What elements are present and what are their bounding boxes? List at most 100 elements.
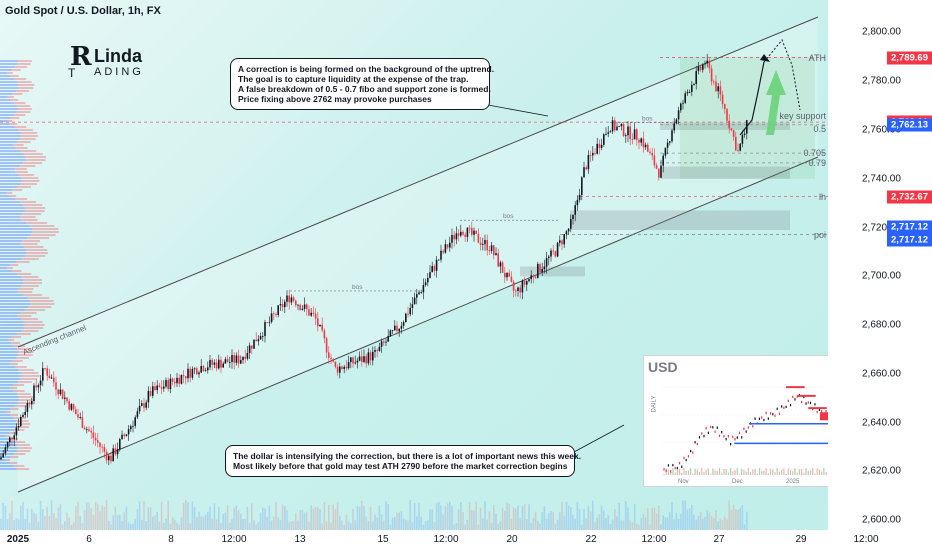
- inset-volume: [692, 473, 694, 475]
- candle-bull: [310, 312, 312, 316]
- volume-profile-bar-up: [0, 420, 16, 422]
- inset-volume: [707, 468, 709, 475]
- inset-volume: [694, 468, 696, 475]
- candle-bear: [515, 290, 517, 292]
- volume-profile-bar-up: [0, 108, 18, 110]
- candle-bull: [528, 279, 530, 282]
- volume-profile-bar-down: [25, 249, 48, 251]
- inset-volume: [769, 468, 772, 475]
- volume-profile-bar-down: [23, 282, 42, 284]
- volume-bar: [611, 519, 614, 530]
- volume-bar: [622, 520, 625, 530]
- note-line: The goal is to capture liquidity at the …: [238, 74, 469, 84]
- volume-profile-bar-up: [0, 339, 8, 341]
- volume-profile-bar-up: [0, 333, 17, 335]
- volume-bar: [411, 522, 414, 530]
- inset-time-tick: Nov: [678, 479, 689, 485]
- volume-bar: [222, 513, 224, 530]
- volume-profile-bar-up: [0, 126, 15, 128]
- volume-profile-bar-up: [0, 159, 26, 161]
- candle-bull: [279, 303, 282, 306]
- time-axis[interactable]: 2025 6 8 12:00 13 15 12:00 20 22 12:00 27 29 12:00: [0, 530, 932, 550]
- candle-bull: [165, 380, 167, 387]
- volume-bar: [125, 506, 128, 530]
- candle-bear: [220, 359, 222, 368]
- candle-bear: [281, 303, 284, 308]
- volume-profile-bar-down: [16, 105, 31, 107]
- inset-candle: [714, 430, 716, 433]
- inset-volume: [698, 471, 701, 475]
- volume-bar: [189, 523, 191, 530]
- candle-bull: [187, 368, 189, 379]
- volume-profile-bar-up: [0, 117, 11, 119]
- volume-bar: [20, 505, 22, 530]
- candle-bull: [191, 369, 194, 378]
- volume-bar: [299, 510, 301, 530]
- inset-candle: [741, 436, 743, 439]
- volume-profile-bar-down: [9, 123, 18, 125]
- volume-bar: [666, 517, 669, 530]
- volume-bar: [35, 514, 37, 530]
- volume-bar: [515, 508, 517, 530]
- volume-profile-bar-up: [0, 243, 21, 245]
- inset-candle: [821, 410, 823, 413]
- volume-profile-bar-up: [0, 90, 16, 92]
- volume-bar: [427, 520, 429, 530]
- candle-bear: [737, 150, 739, 152]
- volume-profile-bar-down: [21, 372, 39, 374]
- inset-volume: [772, 469, 774, 475]
- volume-profile-bar-down: [14, 405, 27, 407]
- candle-bear: [713, 81, 715, 83]
- candle-bull: [537, 263, 539, 278]
- candle-bull: [418, 292, 420, 295]
- note-line: A correction is being formed on the back…: [238, 64, 495, 74]
- volume-bar: [699, 511, 702, 530]
- candle-bull: [616, 126, 618, 131]
- candle-bear: [732, 130, 735, 137]
- candle-bear: [90, 431, 92, 433]
- candle-bear: [273, 313, 275, 315]
- candle-bull: [664, 147, 667, 156]
- volume-bar: [554, 523, 557, 530]
- volume-bars: [0, 500, 748, 530]
- candle-bull: [242, 356, 244, 361]
- bullish-arrow: [766, 70, 786, 135]
- volume-profile-bar-up: [0, 60, 18, 62]
- inset-volume: [794, 468, 796, 475]
- volume-bar: [556, 519, 559, 530]
- volume-profile-bar-down: [7, 267, 13, 269]
- candle-bull: [611, 120, 614, 132]
- volume-bar: [625, 501, 627, 530]
- candle-bull: [303, 304, 306, 309]
- note-bottom-pointer: [573, 424, 625, 453]
- volume-profile-bar-down: [10, 264, 19, 266]
- volume-bar: [114, 506, 117, 530]
- candle-bear: [462, 231, 464, 235]
- candle-bull: [669, 141, 671, 143]
- volume-profile-bar-up: [0, 156, 26, 158]
- volume-bar: [495, 513, 497, 530]
- volume-bar: [484, 501, 486, 530]
- volume-profile-bar-down: [13, 465, 25, 467]
- volume-bar: [198, 511, 200, 530]
- inset-candle: [776, 407, 778, 411]
- inset-candle: [716, 426, 718, 429]
- price-axis[interactable]: 2,600.00 2,620.00 2,640.00 2,660.00 2,680.00…: [828, 0, 932, 530]
- volume-bar: [367, 521, 370, 530]
- volume-profile-bar-up: [0, 153, 24, 155]
- candle-bull: [409, 307, 411, 315]
- volume-bar: [739, 507, 741, 530]
- candle-bear: [534, 277, 537, 278]
- volume-bar: [314, 506, 317, 530]
- volume-bar: [61, 524, 64, 530]
- volume-profile-bar-down: [17, 402, 33, 404]
- volume-profile-bar-down: [10, 414, 19, 416]
- time-tick: 20: [506, 534, 518, 545]
- candle-bull: [180, 375, 183, 384]
- candle-bear: [99, 442, 101, 447]
- candle-bull: [576, 199, 579, 206]
- volume-bar: [169, 523, 172, 530]
- volume-bar: [88, 502, 90, 530]
- inset-volume: [712, 468, 714, 475]
- candle-bear: [486, 240, 488, 251]
